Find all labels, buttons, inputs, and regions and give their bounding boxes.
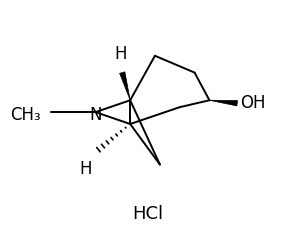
Polygon shape (120, 72, 130, 100)
Text: HCl: HCl (132, 205, 164, 223)
Text: H: H (79, 160, 92, 178)
Text: OH: OH (240, 94, 266, 112)
Text: H: H (114, 45, 127, 63)
Text: N: N (89, 106, 102, 124)
Polygon shape (209, 100, 238, 106)
Text: CH₃: CH₃ (10, 106, 41, 124)
